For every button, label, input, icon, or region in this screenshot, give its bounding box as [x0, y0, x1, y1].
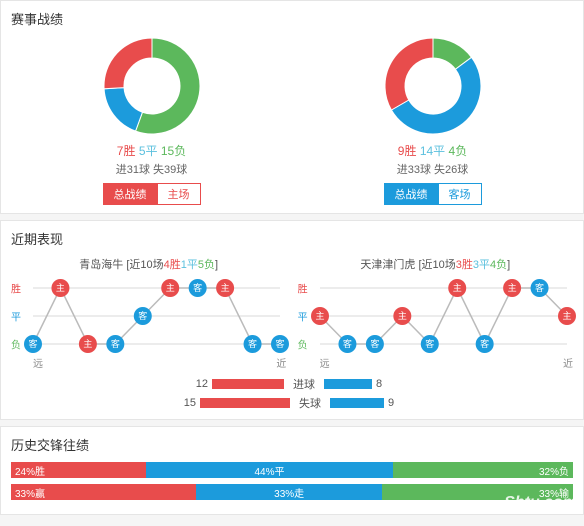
- h2h-panel: 历史交锋往绩 24%胜44%平32%负33%赢33%走33%输 Sbtu.com: [0, 426, 584, 515]
- svg-text:客: 客: [193, 282, 202, 293]
- svg-text:主: 主: [562, 310, 571, 321]
- h2h-title: 历史交锋往绩: [11, 435, 573, 454]
- svg-text:客: 客: [248, 338, 257, 349]
- svg-text:客: 客: [370, 338, 379, 349]
- recent-home-col: 青岛海牛 [近10场4胜1平5负] 胜平负远近客主主客客主客主客客: [11, 256, 286, 368]
- svg-text:客: 客: [480, 338, 489, 349]
- svg-text:主: 主: [315, 310, 324, 321]
- home-col: 7胜 5平 15负 进31球 失39球 总战绩 主场: [11, 36, 292, 205]
- svg-text:主: 主: [507, 282, 516, 293]
- away-goals: 进33球 失26球: [292, 161, 573, 177]
- goal-bars: 12进球815失球9: [11, 376, 573, 411]
- home-draws: 5平: [139, 144, 158, 158]
- away-col: 9胜 14平 4负 进33球 失26球 总战绩 客场: [292, 36, 573, 205]
- recent-row: 青岛海牛 [近10场4胜1平5负] 胜平负远近客主主客客主客主客客 天津津门虎 …: [11, 256, 573, 368]
- recent-title: 近期表现: [11, 229, 573, 248]
- home-losses: 15负: [161, 144, 186, 158]
- home-tabs: 总战绩 主场: [11, 183, 292, 205]
- recent-away-prefix: [近10场: [418, 259, 455, 271]
- recent-home-chart: 胜平负远近客主主客客主客主客客: [11, 276, 286, 368]
- svg-text:主: 主: [166, 282, 175, 293]
- svg-text:主: 主: [221, 282, 230, 293]
- recent-panel: 近期表现 青岛海牛 [近10场4胜1平5负] 胜平负远近客主主客客主客主客客 天…: [0, 220, 584, 420]
- recent-home-name: 青岛海牛: [79, 259, 123, 271]
- recent-away-name: 天津津门虎: [360, 259, 415, 271]
- home-goals: 进31球 失39球: [11, 161, 292, 177]
- standings-title: 赛事战绩: [11, 9, 573, 28]
- home-wins: 7胜: [117, 144, 136, 158]
- svg-text:客: 客: [535, 282, 544, 293]
- svg-text:客: 客: [275, 338, 284, 349]
- away-wins: 9胜: [398, 144, 417, 158]
- home-donut: [11, 36, 292, 136]
- away-losses: 4负: [449, 144, 468, 158]
- recent-away-chart: 胜平负远近主客客主客主客主客主: [298, 276, 573, 368]
- recent-away-title: 天津津门虎 [近10场3胜3平4负]: [298, 256, 573, 272]
- donuts-row: 7胜 5平 15负 进31球 失39球 总战绩 主场 9胜 14平 4负 进33…: [11, 36, 573, 205]
- away-tab-overall[interactable]: 总战绩: [384, 183, 439, 205]
- recent-away-col: 天津津门虎 [近10场3胜3平4负] 胜平负远近主客客主客主客主客主: [298, 256, 573, 368]
- away-tab-away[interactable]: 客场: [439, 183, 482, 205]
- svg-text:客: 客: [111, 338, 120, 349]
- svg-text:主: 主: [452, 282, 461, 293]
- svg-text:主: 主: [56, 282, 65, 293]
- home-tab-home[interactable]: 主场: [158, 183, 201, 205]
- svg-text:客: 客: [425, 338, 434, 349]
- home-wld: 7胜 5平 15负: [11, 142, 292, 159]
- svg-text:客: 客: [138, 310, 147, 321]
- svg-text:客: 客: [28, 338, 37, 349]
- away-tabs: 总战绩 客场: [292, 183, 573, 205]
- recent-home-title: 青岛海牛 [近10场4胜1平5负]: [11, 256, 286, 272]
- h2h-bars: 24%胜44%平32%负33%赢33%走33%输: [11, 462, 573, 500]
- svg-text:客: 客: [343, 338, 352, 349]
- svg-text:主: 主: [397, 310, 406, 321]
- away-wld: 9胜 14平 4负: [292, 142, 573, 159]
- away-donut: [292, 36, 573, 136]
- standings-panel: 赛事战绩 7胜 5平 15负 进31球 失39球 总战绩 主场 9胜 14平 4…: [0, 0, 584, 214]
- away-draws: 14平: [420, 144, 445, 158]
- home-tab-overall[interactable]: 总战绩: [103, 183, 158, 205]
- recent-home-prefix: [近10场: [126, 259, 163, 271]
- svg-text:主: 主: [83, 338, 92, 349]
